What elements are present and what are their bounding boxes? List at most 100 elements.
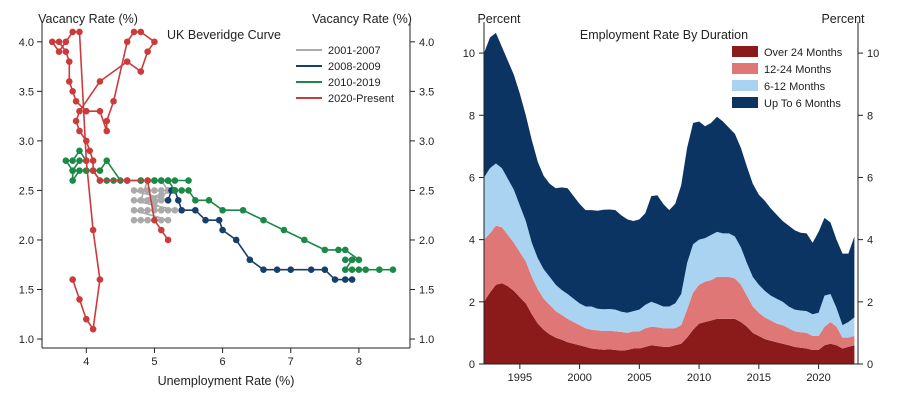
x-tick-label: 2020	[806, 372, 830, 384]
data-point	[219, 226, 226, 234]
y-tick-label-right: 3.0	[419, 136, 434, 148]
data-point	[137, 187, 145, 194]
data-point	[96, 276, 104, 283]
data-point	[89, 157, 97, 165]
legend-label: 12-24 Months	[764, 64, 832, 76]
area-12-24 Months	[484, 225, 855, 351]
data-point	[178, 187, 186, 194]
data-point	[137, 216, 145, 224]
y-tick-label-right: 1.5	[419, 285, 434, 297]
data-point	[171, 187, 179, 194]
data-point	[76, 107, 83, 115]
y-tick-label-right: 2	[867, 297, 873, 309]
data-point	[157, 226, 165, 234]
data-point	[185, 187, 192, 194]
data-point	[76, 127, 83, 135]
data-point	[130, 216, 138, 224]
data-point	[335, 246, 342, 254]
area-6-12 Months	[484, 163, 855, 338]
data-point	[123, 177, 131, 184]
x-tick-label: 1995	[508, 372, 532, 384]
legend-swatch	[732, 46, 758, 57]
legend-swatch	[732, 63, 758, 74]
data-point	[362, 266, 370, 273]
data-point	[164, 206, 172, 214]
data-point	[151, 38, 158, 46]
y-tick-label-left: 3.5	[19, 86, 34, 98]
x-tick-label: 2005	[627, 372, 651, 384]
data-point	[341, 276, 349, 283]
data-point	[215, 216, 223, 224]
data-point	[341, 246, 349, 254]
y-tick-label-right: 0	[867, 359, 873, 371]
chart-title: Employment Rate By Duration	[580, 28, 748, 42]
data-point	[164, 177, 172, 184]
chart-title: UK Beveridge Curve	[167, 28, 281, 42]
y-tick-label-right: 4.0	[419, 37, 434, 49]
legend: 2001-2007 2008-2009 2010-2019 2020-Present	[296, 45, 394, 105]
data-point	[157, 192, 165, 199]
data-point	[82, 157, 90, 165]
data-point	[157, 197, 165, 204]
data-point	[260, 266, 267, 273]
data-point	[89, 167, 97, 174]
y-tick-label-right: 4	[867, 235, 873, 247]
data-point	[348, 266, 356, 273]
data-point	[157, 206, 165, 214]
data-point	[62, 48, 70, 56]
data-point	[151, 187, 158, 194]
data-point	[69, 276, 76, 283]
data-point	[301, 236, 308, 244]
data-point	[355, 266, 363, 273]
y-tick-label-left: 2	[469, 297, 475, 309]
data-point	[164, 236, 172, 244]
data-point	[144, 197, 151, 204]
y-tick-label-right: 6	[867, 172, 873, 184]
data-point	[144, 48, 151, 56]
data-point	[260, 216, 267, 224]
data-point	[76, 28, 83, 36]
x-tick-label: 4	[83, 356, 89, 368]
data-marks	[484, 32, 855, 364]
data-point	[171, 177, 179, 184]
data-point	[178, 206, 186, 214]
data-point	[55, 48, 63, 56]
data-point	[192, 197, 199, 204]
data-point	[72, 117, 80, 125]
legend-label: 6-12 Months	[764, 81, 826, 93]
data-point	[331, 276, 339, 283]
data-point	[76, 147, 83, 155]
data-point	[69, 167, 76, 174]
data-point	[82, 137, 90, 145]
y-axis-label-right: Vacancy Rate (%)	[312, 12, 412, 26]
data-point	[123, 38, 131, 46]
x-tick-label: 7	[288, 356, 294, 368]
y-tick-label-right: 10	[867, 48, 879, 60]
data-point	[130, 187, 138, 194]
data-point	[62, 157, 70, 165]
y-tick-label-left: 10	[463, 48, 475, 60]
data-point	[130, 206, 138, 214]
data-point	[348, 276, 356, 283]
data-point	[69, 28, 76, 36]
data-point	[171, 206, 179, 214]
y-tick-label-left: 2.5	[19, 185, 34, 197]
data-point	[219, 206, 226, 214]
legend-label: 2001-2007	[328, 45, 381, 57]
data-point	[130, 197, 138, 204]
data-point	[65, 58, 73, 65]
data-point	[76, 167, 83, 174]
data-point	[174, 197, 182, 204]
legend-label: 2010-2019	[328, 77, 381, 89]
data-point	[151, 197, 158, 204]
data-point	[376, 266, 383, 273]
legend-swatch	[732, 80, 758, 91]
data-point	[76, 296, 83, 303]
data-point	[96, 167, 104, 174]
data-point	[72, 97, 80, 105]
data-point	[82, 315, 90, 323]
data-point	[96, 78, 104, 85]
data-point	[185, 177, 192, 184]
area-Over 24 Months	[484, 283, 855, 364]
